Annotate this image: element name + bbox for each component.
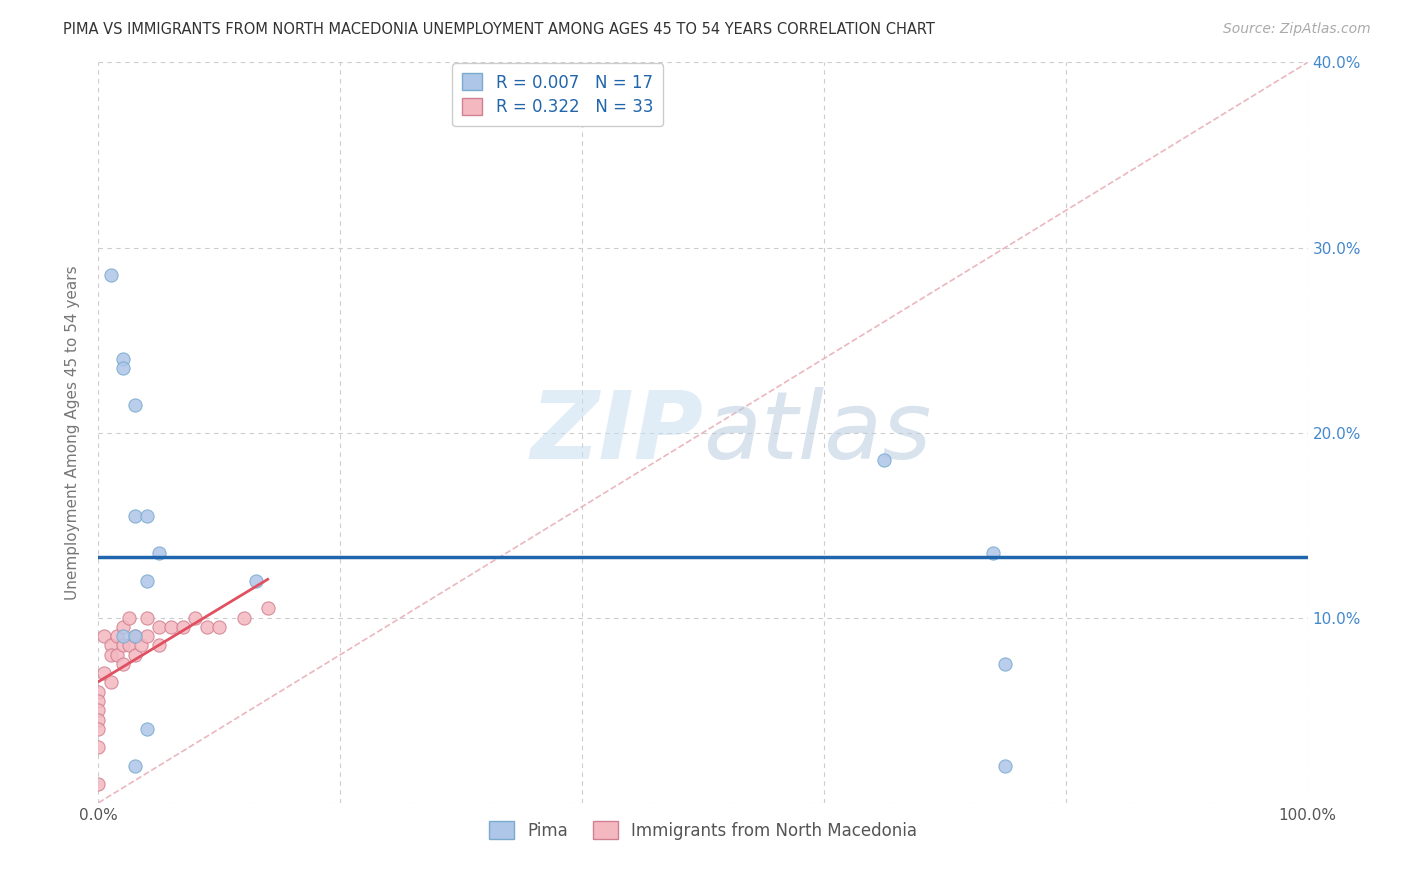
Point (111, 629, 134, 643)
Point (87, 777, 110, 791)
Point (148, 620, 170, 634)
Point (135, 722, 157, 736)
Point (100, 639, 122, 653)
Point (87, 722, 110, 736)
Point (87, 740, 110, 755)
Point (111, 360, 134, 375)
Point (124, 648, 146, 662)
Point (195, 620, 218, 634)
Point (160, 620, 183, 634)
Point (124, 629, 146, 643)
Point (245, 574, 267, 588)
Point (148, 546, 170, 560)
Point (105, 629, 128, 643)
Point (135, 574, 157, 588)
Point (135, 610, 157, 624)
Point (873, 453, 896, 467)
Text: ZIP: ZIP (530, 386, 703, 479)
Point (994, 657, 1017, 671)
Point (981, 546, 1004, 560)
Point (135, 508, 157, 523)
Point (87, 703, 110, 717)
Legend: Pima, Immigrants from North Macedonia: Pima, Immigrants from North Macedonia (482, 814, 924, 847)
Point (93, 629, 115, 643)
Point (184, 610, 207, 624)
Point (87, 694, 110, 708)
Point (118, 639, 141, 653)
Point (232, 610, 254, 624)
Text: PIMA VS IMMIGRANTS FROM NORTH MACEDONIA UNEMPLOYMENT AMONG AGES 45 TO 54 YEARS C: PIMA VS IMMIGRANTS FROM NORTH MACEDONIA … (63, 22, 935, 37)
Point (100, 268, 122, 283)
Point (100, 675, 122, 690)
Point (172, 620, 194, 634)
Text: atlas: atlas (703, 387, 931, 478)
Point (124, 398, 146, 412)
Text: Source: ZipAtlas.com: Source: ZipAtlas.com (1223, 22, 1371, 37)
Point (100, 648, 122, 662)
Point (124, 758, 146, 772)
Point (93, 666, 115, 681)
Point (256, 601, 278, 615)
Point (87, 685, 110, 699)
Point (124, 508, 146, 523)
Point (208, 620, 231, 634)
Point (111, 657, 134, 671)
Point (129, 639, 152, 653)
Point (111, 620, 134, 634)
Y-axis label: Unemployment Among Ages 45 to 54 years: Unemployment Among Ages 45 to 54 years (65, 265, 80, 600)
Point (111, 351, 134, 366)
Point (994, 758, 1017, 772)
Point (87, 713, 110, 727)
Point (111, 639, 134, 653)
Point (118, 610, 141, 624)
Point (105, 648, 128, 662)
Point (148, 639, 170, 653)
Point (135, 629, 157, 643)
Point (124, 629, 146, 643)
